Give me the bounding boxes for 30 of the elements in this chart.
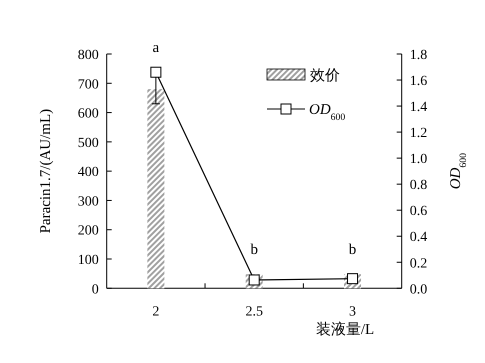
y-tick-label: 200 — [78, 224, 99, 239]
x-tick-label: 2 — [152, 304, 160, 320]
y2-tick-label: 0.0 — [410, 282, 428, 298]
y-tick-label: 300 — [78, 194, 99, 210]
point — [150, 66, 162, 78]
y-tick-label: 400 — [78, 165, 99, 180]
annotation: a — [152, 40, 160, 56]
y2-tick-label: 1.2 — [410, 126, 428, 142]
legend-label: OD$_{600}$ — [309, 102, 346, 122]
x-tick-label: 3 — [349, 304, 356, 320]
y2-tick-label: 0.2 — [410, 256, 428, 272]
x-tick-label: 2.5 — [245, 304, 263, 320]
y-tick-label: 0 — [92, 282, 99, 298]
y-tick-label: 700 — [78, 77, 99, 92]
y2-tick-label: 1.4 — [410, 100, 428, 116]
y-tick-label: 500 — [78, 136, 99, 151]
x-axis-title: 装液量/L — [316, 321, 374, 338]
y2-tick-label: 0.8 — [410, 178, 428, 194]
y2-tick-label: 1.8 — [410, 48, 428, 63]
annotation: b — [250, 242, 258, 258]
y-tick-label: 100 — [78, 253, 99, 268]
y2-tick-label: 0.4 — [410, 230, 428, 246]
y2-tick-label: 1.0 — [410, 152, 428, 168]
y-axis-title: Paracin1.7/(AU/mL) — [38, 108, 54, 234]
y-tick-label: 600 — [78, 106, 99, 122]
y2-tick-label: 1.6 — [410, 74, 428, 90]
y-tick-label: 800 — [78, 48, 99, 63]
annotation: b — [348, 242, 356, 258]
y2-tick-label: 0.6 — [410, 204, 428, 220]
legend-label: 效价 — [310, 67, 340, 84]
